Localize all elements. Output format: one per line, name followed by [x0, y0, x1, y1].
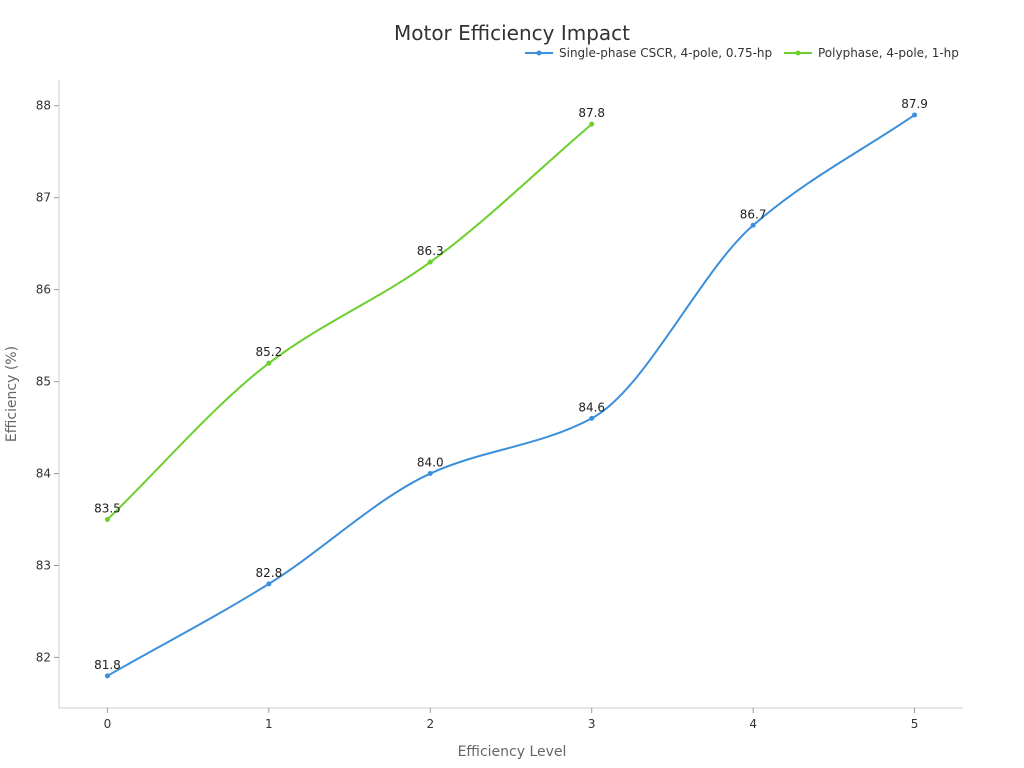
- data-point[interactable]: [104, 517, 110, 523]
- x-tick-label: 0: [104, 717, 112, 731]
- series-layer: 81.8 82.8 84.0 84.6 86.7 87.9 83.5 85.2 86.3 87.8: [94, 97, 928, 679]
- y-tick-label: 88: [36, 99, 51, 113]
- data-point[interactable]: [427, 471, 433, 477]
- y-tick-label: 87: [36, 191, 51, 205]
- y-ticks: 82 83 84 85 86 87 88: [36, 99, 59, 664]
- legend-label-polyphase: Polyphase, 4-pole, 1-hp: [818, 46, 959, 60]
- chart-title: Motor Efficiency Impact: [394, 21, 630, 45]
- x-tick-label: 3: [588, 717, 596, 731]
- legend: Single-phase CSCR, 4-pole, 0.75-hp Polyp…: [525, 46, 959, 60]
- y-axis-title: Efficiency (%): [4, 346, 20, 442]
- x-ticks: 0 1 2 3 4 5: [104, 708, 919, 731]
- y-tick-label: 82: [36, 650, 51, 664]
- x-tick-label: 5: [911, 717, 919, 731]
- x-axis-title: Efficiency Level: [458, 744, 567, 760]
- series-0: 81.8 82.8 84.0 84.6 86.7 87.9: [94, 97, 928, 679]
- data-point[interactable]: [750, 222, 756, 228]
- data-label: 86.3: [417, 244, 444, 258]
- data-point[interactable]: [427, 259, 433, 265]
- y-tick-label: 84: [36, 467, 51, 481]
- data-point[interactable]: [104, 673, 110, 679]
- data-label: 86.7: [740, 207, 767, 221]
- data-point[interactable]: [266, 581, 272, 587]
- x-tick-label: 1: [265, 717, 273, 731]
- data-label: 87.9: [901, 97, 928, 111]
- series-line: [106, 123, 593, 521]
- data-label: 87.8: [578, 106, 605, 120]
- series-line: [106, 114, 916, 677]
- legend-marker-polyphase: [795, 50, 801, 56]
- data-point[interactable]: [589, 415, 595, 421]
- legend-label-single-phase: Single-phase CSCR, 4-pole, 0.75-hp: [559, 46, 772, 60]
- data-label: 84.0: [417, 456, 444, 470]
- series-1: 83.5 85.2 86.3 87.8: [94, 106, 605, 523]
- y-tick-label: 86: [36, 283, 51, 297]
- x-tick-label: 4: [749, 717, 757, 731]
- legend-item-single-phase[interactable]: Single-phase CSCR, 4-pole, 0.75-hp: [525, 46, 772, 60]
- legend-marker-single-phase: [536, 50, 542, 56]
- data-point[interactable]: [266, 360, 272, 366]
- data-point[interactable]: [912, 112, 918, 118]
- x-tick-label: 2: [426, 717, 434, 731]
- data-label: 84.6: [578, 400, 605, 414]
- data-label: 85.2: [255, 345, 282, 359]
- data-label: 82.8: [255, 566, 282, 580]
- y-tick-label: 83: [36, 558, 51, 572]
- data-point[interactable]: [589, 121, 595, 127]
- data-label: 83.5: [94, 502, 121, 516]
- y-tick-label: 85: [36, 375, 51, 389]
- legend-item-polyphase[interactable]: Polyphase, 4-pole, 1-hp: [784, 46, 959, 60]
- data-label: 81.8: [94, 658, 121, 672]
